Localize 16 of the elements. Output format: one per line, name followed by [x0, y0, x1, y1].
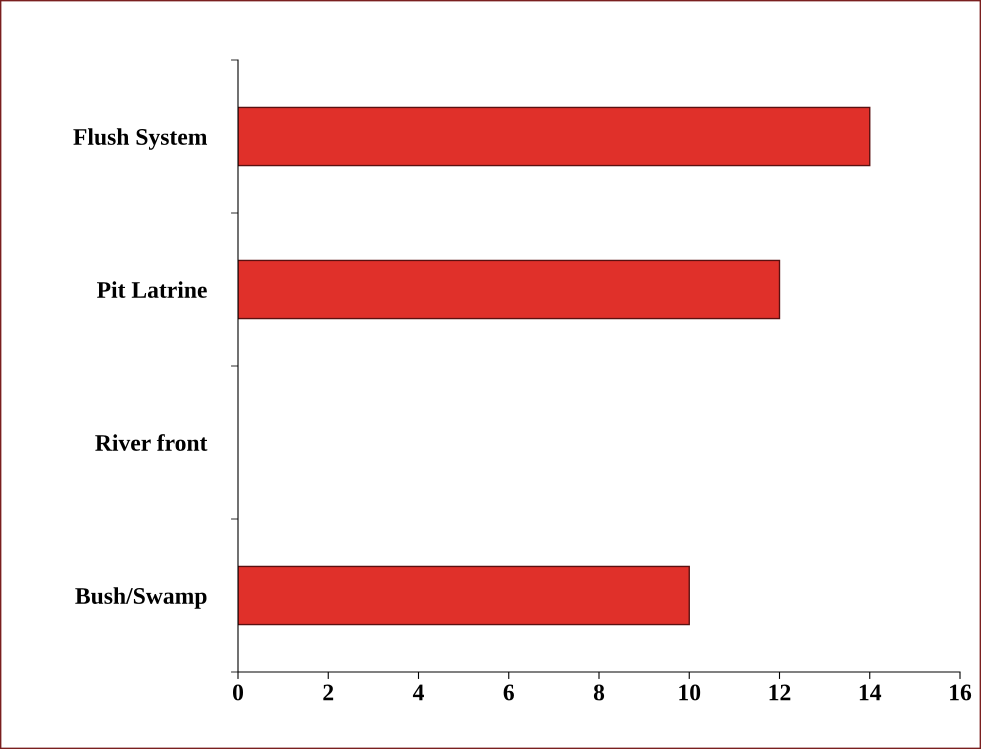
x-tick-label: 16 — [950, 684, 972, 700]
x-tick-label: 8 — [594, 684, 604, 700]
bar — [238, 260, 780, 320]
bar — [238, 106, 870, 166]
x-tick-label: 6 — [504, 684, 514, 700]
x-tick-label: 2 — [323, 684, 334, 700]
x-tick-label: 4 — [412, 684, 424, 700]
y-tick-label: River front — [95, 434, 208, 451]
y-tick-label: Bush/Swamp — [75, 587, 206, 609]
x-tick-label: 12 — [770, 684, 790, 700]
x-tick-label: 10 — [679, 684, 700, 700]
y-tick-label: Pit Latrine — [97, 281, 207, 298]
bar — [238, 566, 690, 626]
x-tick-label: 0 — [232, 684, 244, 700]
x-tick-label: 14 — [860, 684, 882, 700]
y-tick-label: Flush System — [73, 128, 208, 150]
